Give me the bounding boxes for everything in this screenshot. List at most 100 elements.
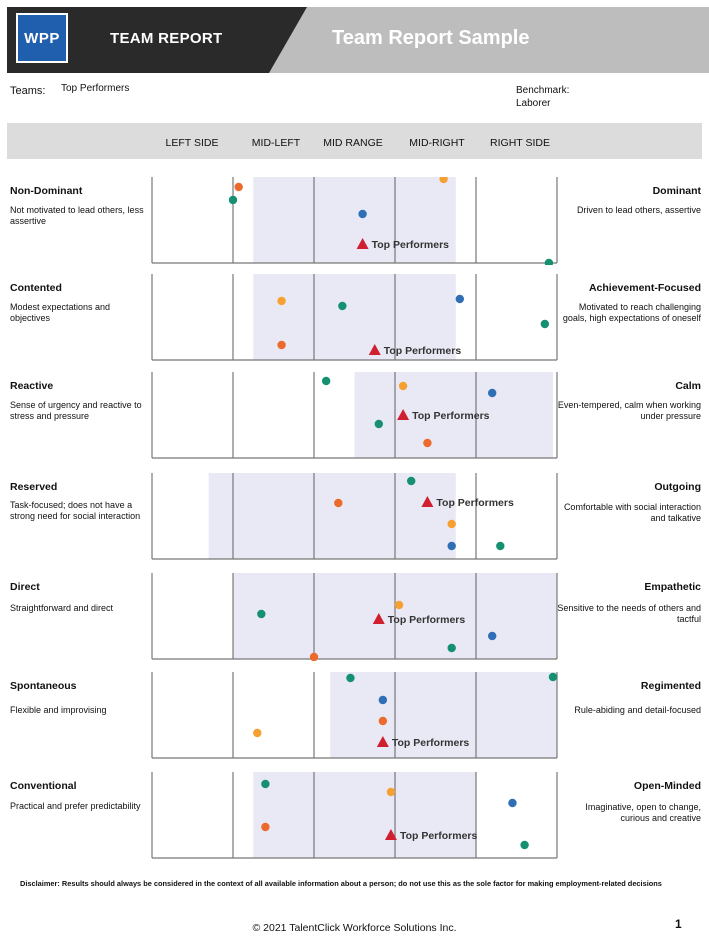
trait-right-name: Dominant [652,185,701,197]
team-marker-label: Top Performers [392,737,470,749]
member-score-dot [394,600,404,610]
trait-scale-plot: Top Performers [151,473,558,560]
team-average-marker [356,238,369,249]
member-score-dot [346,673,355,683]
trait-scale-plot: Top Performers [151,573,558,661]
team-average-marker [376,736,389,747]
trait-left-description: Task-focused; does not have a strong nee… [10,500,141,521]
trait-right-name: Regimented [640,680,701,692]
trait-left-name: Non-Dominant [10,185,83,197]
member-score-dot [423,438,432,448]
trait-right-description: Even-tempered, calm when working under p… [557,400,701,421]
trait-row: Contented Modest expectations and objecti… [0,274,709,362]
trait-left-description: Practical and prefer predictability [10,801,141,811]
team-marker-label: Top Performers [436,497,514,509]
team-marker-label: Top Performers [372,239,450,251]
member-score-dot [540,319,550,329]
member-score-dot [439,177,448,184]
team-average-marker [384,829,397,840]
member-score-dot [398,381,408,391]
disclaimer: Disclaimer: Results should always be con… [20,879,662,888]
trait-right-description: Driven to lead others, assertive [576,205,701,215]
member-score-dot [508,798,517,808]
trait-scale-plot: Top Performers [151,372,558,459]
member-score-dot [277,296,286,306]
member-score-dot [321,376,331,386]
trait-right-name: Outgoing [654,481,701,493]
benchmark-range-band [253,772,476,858]
team-marker-label: Top Performers [388,614,466,626]
trait-row: Non-Dominant Not motivated to lead others… [0,177,709,265]
trait-right-name: Achievement-Focused [588,282,701,294]
teams-value: Top Performers [61,83,130,94]
trait-right-description: Sensitive to the needs of others and tac… [557,603,701,624]
trait-right-description: Rule-abiding and detail-focused [574,705,701,715]
column-left-side: LEFT SIDE [165,137,219,149]
trait-row: Reactive Sense of urgency and reactive to… [0,372,709,460]
benchmark-range-band [208,473,456,559]
trait-right-description: Motivated to reach challenging goals, hi… [562,302,701,323]
trait-right-name: Empathetic [644,581,701,593]
report-label: TEAM REPORT [110,30,223,47]
trait-scale-plot: Top Performers [151,177,558,265]
trait-left-description: Sense of urgency and reactive to stress … [10,400,142,421]
benchmark-label: Benchmark: [516,85,570,96]
member-score-dot [447,541,456,551]
trait-left-name: Contented [10,282,62,294]
benchmark-range-band [354,372,553,458]
team-average-marker [368,344,381,355]
trait-left-name: Direct [10,581,40,593]
trait-right-name: Calm [675,380,701,392]
member-score-dot [261,822,270,832]
member-score-dot [386,787,396,797]
trait-left-name: Spontaneous [10,680,77,692]
member-score-dot [488,631,497,641]
member-score-dot [544,258,554,265]
trait-scale-plot: Top Performers [151,672,558,759]
member-score-dot [407,476,416,486]
trait-right-description: Imaginative, open to change, curious and… [585,802,701,823]
member-score-dot [374,419,383,429]
trait-scale-plot: Top Performers [151,274,558,361]
member-score-dot [277,340,286,350]
member-score-dot [261,779,270,789]
trait-left-name: Reactive [10,380,54,392]
trait-left-description: Not motivated to lead others, less asser… [10,205,144,226]
member-score-dot [488,388,497,398]
copyright: © 2021 TalentClick Workforce Solutions I… [252,922,457,934]
trait-row: Spontaneous Flexible and improvising Regim… [0,672,709,760]
trait-left-name: Reserved [10,481,58,493]
trait-right-description: Comfortable with social interaction and … [563,502,701,523]
member-score-dot [257,609,266,619]
member-score-dot [234,182,243,192]
member-score-dot [253,728,262,738]
team-average-marker [421,496,434,507]
trait-row: Conventional Practical and prefer predict… [0,772,709,860]
member-score-dot [309,652,319,661]
member-score-dot [447,643,456,653]
team-marker-label: Top Performers [400,830,478,842]
member-score-dot [228,195,238,205]
member-score-dot [455,294,464,304]
member-score-dot [358,209,367,219]
report-header: WPP TEAM REPORT Team Report Sample [7,7,709,73]
trait-row: Direct Straightforward and direct Empathet… [0,573,709,661]
member-score-dot [447,519,456,529]
column-mid-left: MID-LEFT [251,137,301,149]
team-average-marker [397,409,410,420]
member-score-dot [378,695,388,705]
member-score-dot [378,716,388,726]
team-marker-label: Top Performers [384,345,462,357]
column-mid-right: MID-RIGHT [409,137,465,149]
benchmark-range-band [253,274,456,360]
member-score-dot [334,498,343,508]
column-mid-range: MID RANGE [323,137,383,149]
trait-row: Reserved Task-focused; does not have a st… [0,473,709,561]
member-score-dot [338,301,347,311]
wpp-logo: WPP [16,13,68,63]
member-score-dot [548,672,558,682]
trait-left-description: Straightforward and direct [10,603,114,613]
team-marker-label: Top Performers [412,410,490,422]
benchmark-value: Laborer [516,98,551,109]
benchmark-range-band [330,672,557,758]
